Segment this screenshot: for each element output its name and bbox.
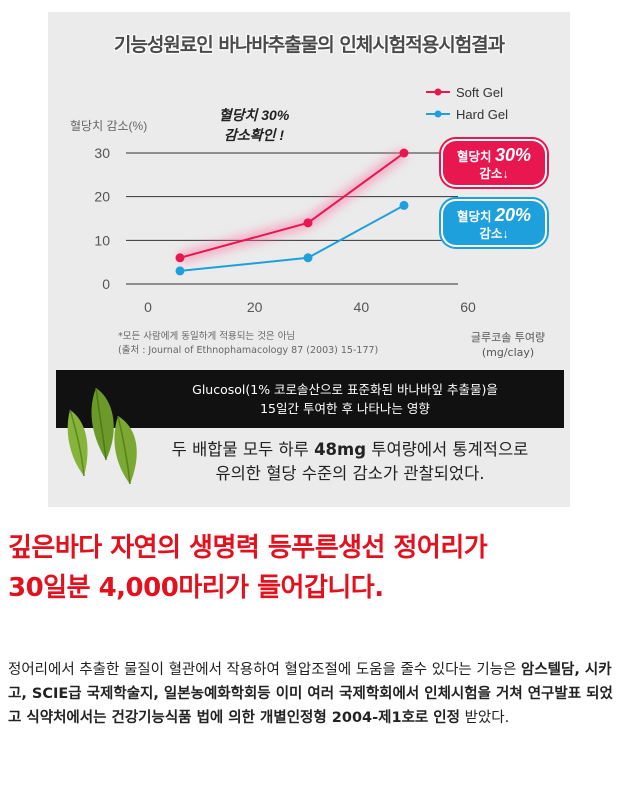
source-note: *모든 사람에게 동일하게 적용되는 것은 아님 (출처 : Journal o… <box>118 330 378 358</box>
summary-part-1: 두 배합물 모두 하루 <box>171 440 315 459</box>
summary-line-2: 유의한 혈당 수준의 감소가 관찰되었다. <box>215 464 485 483</box>
summary-dose: 48mg <box>314 440 367 459</box>
body-paragraph: 정어리에서 추출한 물질이 혈관에서 작용하여 혈압조절에 도움을 줄수 있다는… <box>8 658 624 730</box>
note-line-1: *모든 사람에게 동일하게 적용되는 것은 아님 <box>118 331 296 342</box>
callout-fill <box>443 201 545 245</box>
y-tick-label: 10 <box>94 232 110 248</box>
series-line <box>179 152 405 259</box>
body-text-1: 정어리에서 추출한 물질이 혈관에서 작용하여 혈압조절에 도움을 줄수 있다는… <box>8 662 521 678</box>
headline: 깊은바다 자연의 생명력 등푸른생선 정어리가 30일분 4,000마리가 들어… <box>8 528 488 608</box>
x-tick-label: 20 <box>247 299 263 315</box>
summary-line-1: 두 배합물 모두 하루 48mg 투여량에서 통계적으로 <box>140 438 560 462</box>
x-tick-label: 40 <box>354 299 370 315</box>
data-point <box>303 253 313 263</box>
body-bold-text: 암스텔담, 시카고, SCIE급 국제학술지, 일본농예화학회등 이미 여러 국… <box>8 662 613 726</box>
callout-badge: 혈당치 20%감소↓ <box>439 197 549 249</box>
callout-line-2: 감소↓ <box>479 226 508 241</box>
callout-value: 30% <box>495 145 531 165</box>
headline-line-2: 30일분 4,000마리가 들어갑니다. <box>8 573 384 603</box>
x-tick-label: 0 <box>144 299 152 315</box>
legend-swatch-dot <box>434 88 442 96</box>
data-point <box>303 218 313 228</box>
callout-badge: 혈당치 30%감소↓ <box>439 137 549 189</box>
callout-fill <box>443 141 545 185</box>
caption-line-1: Glucosol(1% 코로솔산으로 표준화된 바나바잎 추출물)을 <box>192 382 498 397</box>
summary-part-2: 투여량에서 통계적으로 <box>366 440 529 459</box>
legend-label: Hard Gel <box>456 107 508 122</box>
headline-line-1: 깊은바다 자연의 생명력 등푸른생선 정어리가 <box>8 533 488 563</box>
callout-value: 20% <box>494 205 531 225</box>
banaba-leaf-icon <box>67 387 137 485</box>
study-result-panel: 기능성원료인 바나바추출물의 인체시험적용시험결과 혈당치 감소(%) 0 10 20… <box>48 12 570 507</box>
data-point <box>399 200 409 210</box>
line-chart: 혈당치 감소(%) 0 10 20 30 0 20 40 60 Soft Gel Hard Gel… <box>48 12 570 372</box>
legend-label: Soft Gel <box>456 85 503 100</box>
legend-swatch-dot <box>434 110 442 118</box>
body-text-2: 받았다. <box>459 710 510 726</box>
note-line-2: (출처 : Journal of Ethnophamacology 87 (20… <box>118 345 379 356</box>
series-glow <box>178 148 407 263</box>
caption-bar: Glucosol(1% 코로솔산으로 표준화된 바나바잎 추출물)을 15일간 … <box>56 370 564 428</box>
caption-line-2: 15일간 투여한 후 나타나는 영향 <box>260 401 430 416</box>
y-tick-label: 0 <box>102 276 110 292</box>
chart-svg: 혈당치 감소(%) 0 10 20 30 0 20 40 60 Soft Gel Hard Gel… <box>70 85 549 315</box>
banner-title: 기능성원료인 바나바추출물의 인체시험적용시험결과 <box>113 34 505 56</box>
data-point <box>175 266 185 276</box>
data-point <box>399 148 409 158</box>
summary-text: 두 배합물 모두 하루 48mg 투여량에서 통계적으로 유의한 혈당 수준의 … <box>140 438 560 486</box>
callout-line-1: 혈당치 30% <box>457 145 531 165</box>
caption-text: Glucosol(1% 코로솔산으로 표준화된 바나바잎 추출물)을 15일간 … <box>126 380 564 418</box>
y-tick-label: 30 <box>94 145 110 161</box>
y-axis-label: 혈당치 감소(%) <box>70 119 147 133</box>
callout-line-2: 감소↓ <box>479 166 508 181</box>
annotation-line-2: 감소확인 ! <box>224 127 284 143</box>
data-point <box>175 253 185 263</box>
series-line <box>179 204 405 272</box>
x-axis-label: 글루코솔 투여량 (mg/clay) <box>470 331 546 359</box>
callout-prefix: 혈당치 <box>457 149 495 164</box>
annotation-line-1: 혈당치 30% <box>219 107 290 123</box>
callout-line-1: 혈당치 20% <box>457 205 531 225</box>
x-tick-label: 60 <box>460 299 476 315</box>
y-tick-label: 20 <box>94 189 110 205</box>
callout-prefix: 혈당치 <box>457 209 495 224</box>
